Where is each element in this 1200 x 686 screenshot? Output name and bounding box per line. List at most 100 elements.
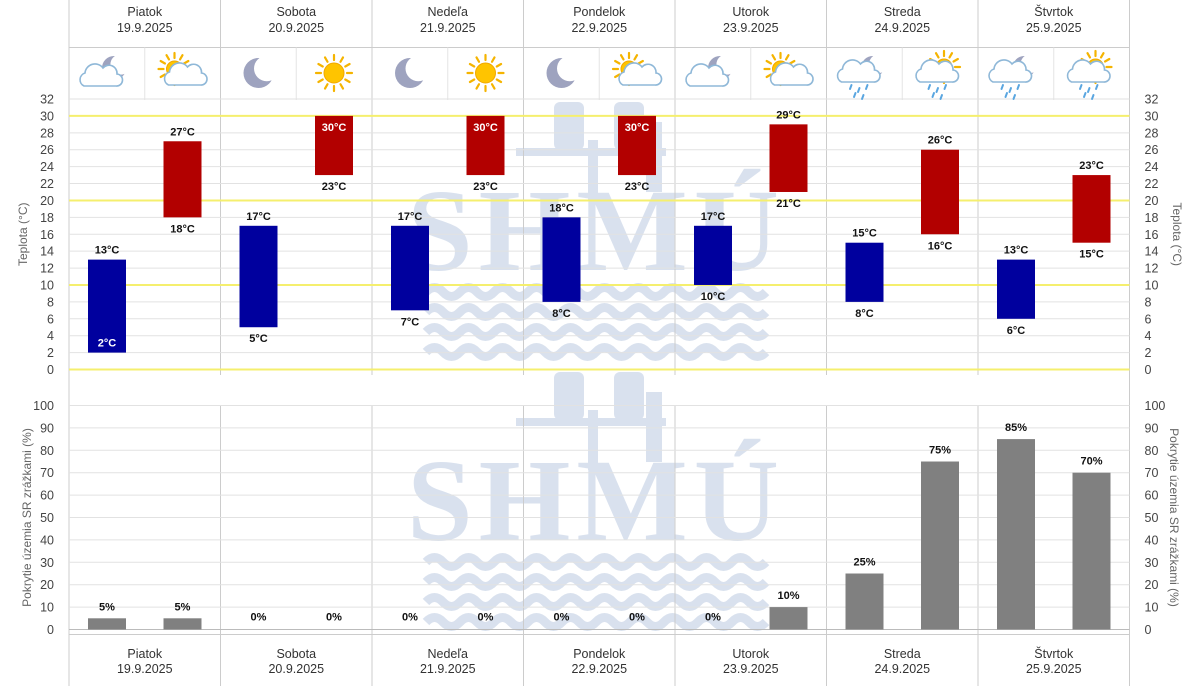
precip-tick-right: 100 — [1145, 399, 1166, 413]
rain-drop — [853, 92, 857, 98]
precip-tick-right: 50 — [1145, 511, 1159, 525]
sun-disc — [323, 62, 345, 84]
temp-tick-left: 16 — [40, 228, 54, 242]
day-date-bottom: 19.9.2025 — [117, 662, 173, 676]
precip-label: 0% — [402, 612, 418, 624]
cloud-moon-icon — [79, 54, 131, 87]
precip-bar-night — [88, 618, 126, 630]
temp-tick-right: 10 — [1145, 278, 1159, 292]
temp-tick-left: 4 — [47, 329, 54, 343]
precip-label: 0% — [705, 612, 721, 624]
day-date-bottom: 25.9.2025 — [1026, 662, 1082, 676]
precip-tick-left: 60 — [40, 489, 54, 503]
temp-tick-left: 26 — [40, 143, 54, 157]
precip-label: 0% — [326, 612, 342, 624]
temp-min-label: 10°C — [701, 291, 726, 303]
sun-disc — [475, 62, 496, 84]
temp-tick-right: 6 — [1145, 312, 1152, 326]
rain-drop — [1016, 84, 1020, 90]
sun-ray — [323, 56, 329, 63]
temp-min-label: 7°C — [401, 316, 420, 328]
day-name-top: Štvrtok — [1034, 4, 1074, 19]
temp-bar-night — [845, 242, 884, 302]
day-date-top: 24.9.2025 — [874, 21, 930, 35]
day-name-top: Sobota — [276, 5, 316, 19]
watermark-shape — [614, 372, 644, 420]
watermark-wave — [422, 593, 770, 611]
watermark-shape — [516, 148, 666, 156]
sun-ray — [1086, 52, 1092, 59]
sun-ray — [165, 54, 171, 61]
sun-icon — [314, 53, 354, 93]
sun-ray — [490, 56, 496, 63]
precip-tick-right: 0 — [1145, 623, 1152, 637]
sun-ray — [468, 62, 476, 68]
precip-label: 5% — [99, 601, 115, 613]
rain-drop — [1087, 87, 1091, 93]
day-name-bottom: Sobota — [276, 647, 316, 661]
cloud-shape — [988, 59, 1033, 83]
sun-ray — [344, 62, 351, 68]
cloud-shape — [1066, 59, 1111, 83]
moon-cutout — [557, 55, 583, 82]
cloud-shape — [79, 63, 124, 87]
precip-tick-right: 10 — [1145, 601, 1159, 615]
day-name-top: Nedeľa — [428, 5, 469, 19]
rain-drop — [1008, 87, 1012, 93]
temp-min-label: 23°C — [625, 181, 650, 193]
temp-max-label: 17°C — [246, 211, 271, 223]
cloud-shape — [163, 62, 208, 86]
day-date-top: 25.9.2025 — [1026, 21, 1082, 35]
rain-drop — [1079, 84, 1083, 90]
temp-tick-left: 20 — [40, 194, 54, 208]
temp-tick-left: 24 — [40, 160, 54, 174]
watermark-shape — [516, 418, 666, 426]
precip-tick-left: 70 — [40, 466, 54, 480]
precip-tick-right: 60 — [1145, 489, 1159, 503]
sun-cloud-icon — [157, 51, 208, 87]
temp-max-label: 30°C — [625, 122, 650, 134]
temp-max-label: 30°C — [322, 122, 347, 134]
temp-min-label: 8°C — [552, 308, 571, 320]
temp-bar-day — [921, 149, 959, 235]
rain-drop — [943, 84, 947, 90]
sun-ray — [490, 83, 496, 90]
rain-cloud-sun-icon — [915, 49, 962, 100]
moon-icon — [395, 55, 431, 88]
precip-tick-left: 0 — [47, 623, 54, 637]
day-name-top: Piatok — [127, 5, 162, 19]
watermark-wave — [422, 283, 770, 301]
temp-max-label: 17°C — [701, 211, 726, 223]
temp-tick-right: 20 — [1145, 194, 1159, 208]
precip-axis-title-right: Pokrytie územia SR zrážkami (%) — [1167, 428, 1181, 607]
moon-cutout — [405, 55, 431, 82]
watermark-wave — [422, 303, 770, 321]
rain-drop — [865, 84, 869, 90]
precip-bar-day — [769, 607, 808, 630]
precip-axis-title-left: Pokrytie územia SR zrážkami (%) — [20, 428, 34, 607]
temp-min-label: 21°C — [776, 198, 801, 210]
temp-tick-right: 22 — [1145, 177, 1159, 191]
temp-tick-left: 12 — [40, 262, 54, 276]
rain-drop — [861, 94, 865, 100]
temp-tick-right: 12 — [1145, 262, 1159, 276]
sun-ray — [475, 83, 481, 90]
sun-ray — [182, 59, 190, 65]
rain-drop — [1083, 92, 1087, 98]
temp-max-label: 27°C — [170, 126, 195, 138]
day-date-top: 22.9.2025 — [571, 21, 627, 35]
precip-tick-left: 90 — [40, 421, 54, 435]
temp-bar-day — [163, 141, 202, 218]
temp-min-label: 23°C — [473, 181, 498, 193]
sun-ray — [1099, 52, 1105, 59]
rain-drop — [935, 87, 939, 93]
temp-max-label: 18°C — [549, 202, 574, 214]
temp-max-label: 30°C — [473, 122, 498, 134]
day-name-bottom: Štvrtok — [1034, 646, 1074, 661]
sun-ray — [619, 54, 625, 61]
rain-drop — [1000, 84, 1004, 90]
day-date-top: 20.9.2025 — [268, 21, 324, 35]
precip-tick-left: 80 — [40, 444, 54, 458]
rain-cloud-moon-icon — [836, 54, 888, 100]
